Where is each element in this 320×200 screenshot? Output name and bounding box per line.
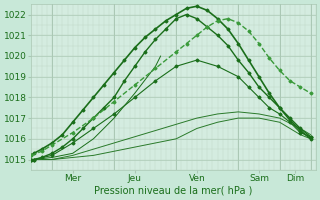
X-axis label: Pression niveau de la mer( hPa ): Pression niveau de la mer( hPa ) [94,186,253,196]
